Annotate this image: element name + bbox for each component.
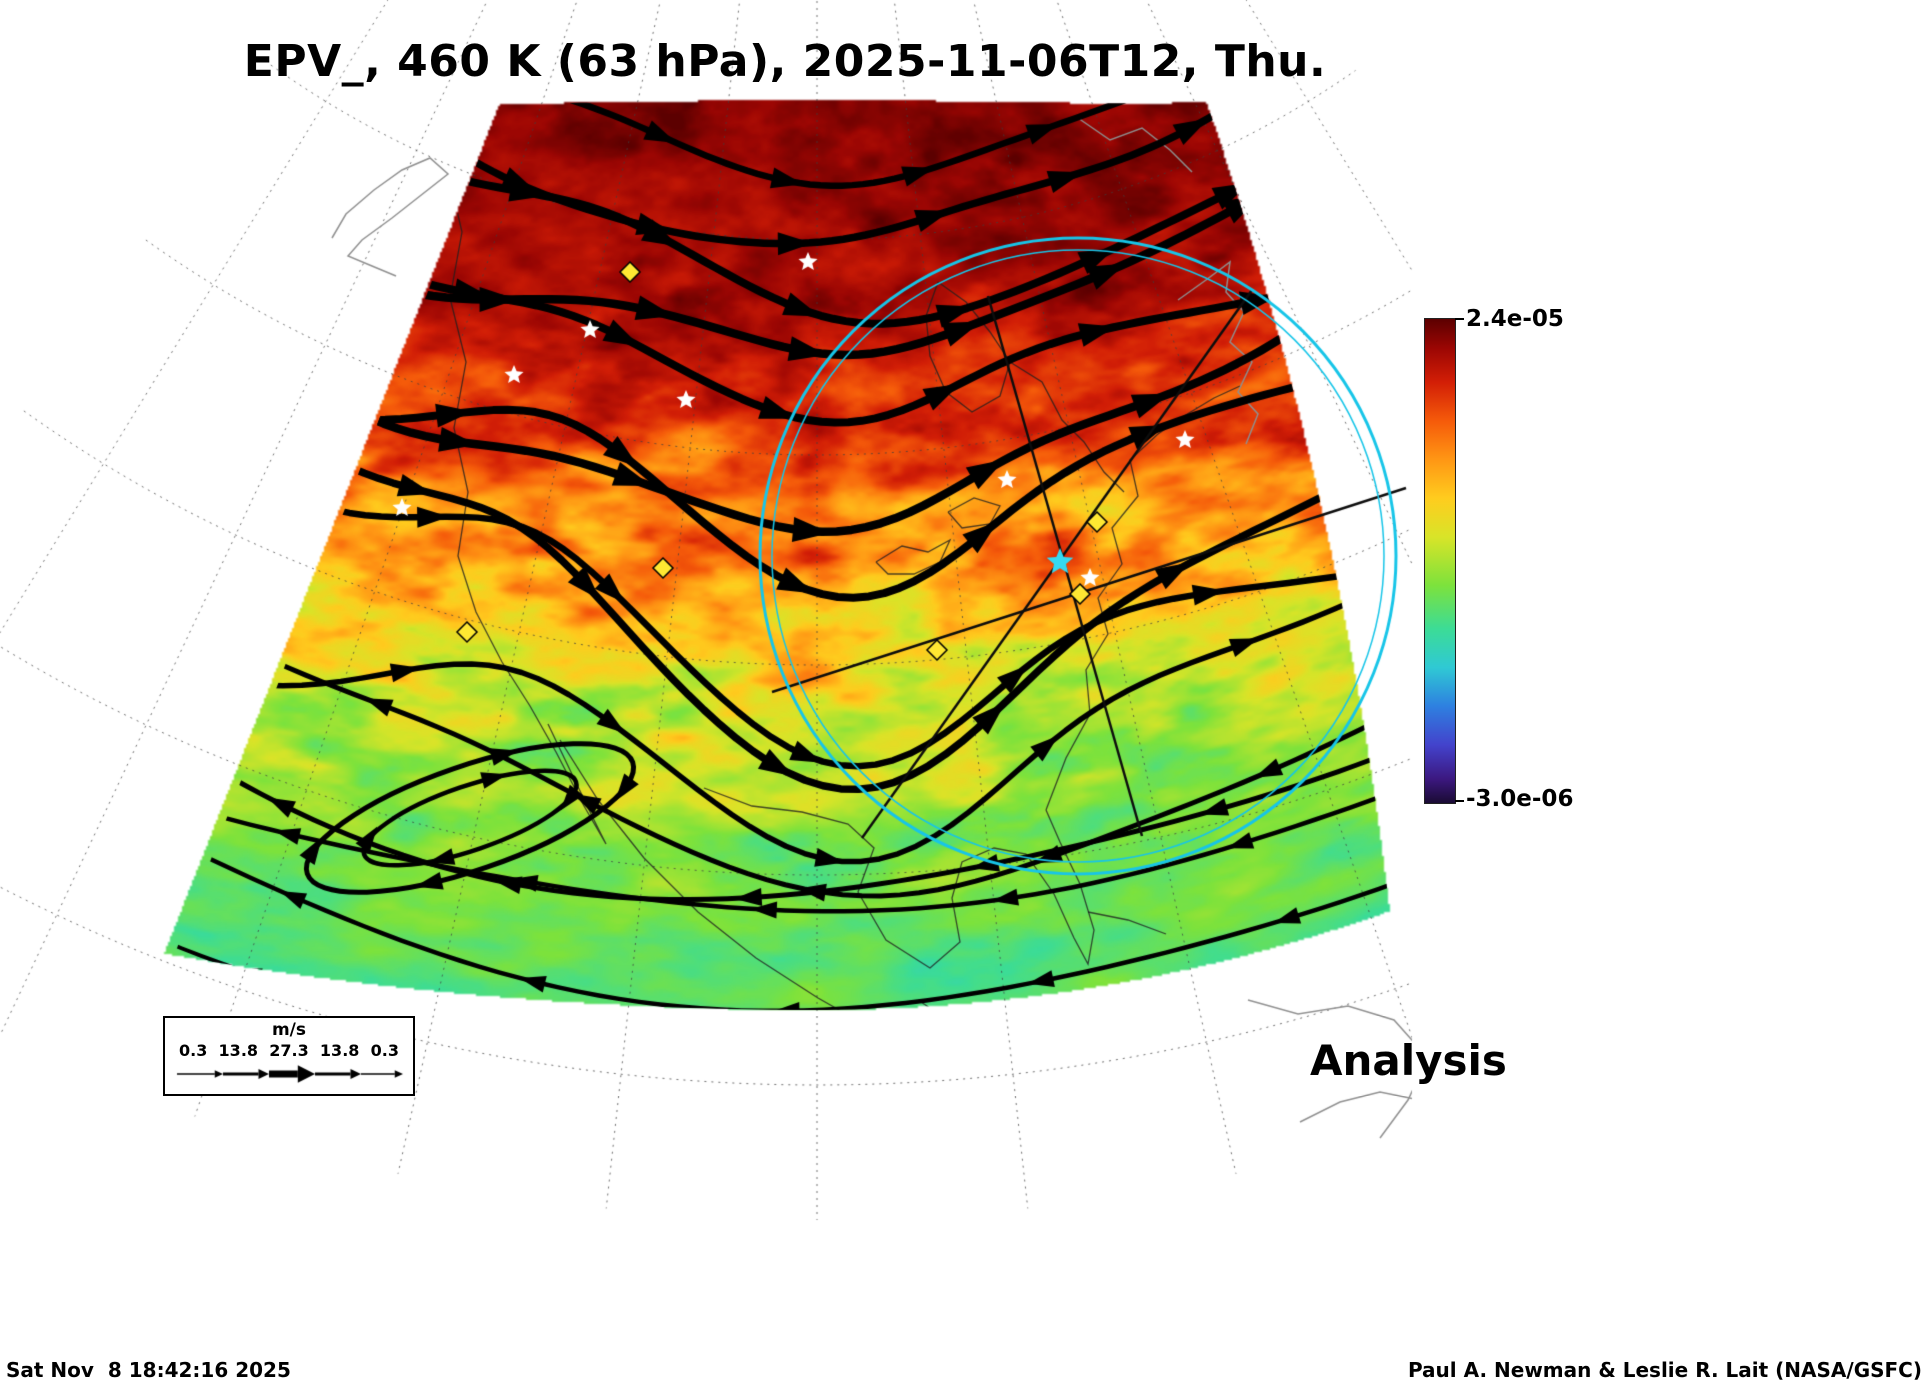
colorbar-min-label: -3.0e-06 bbox=[1466, 786, 1574, 812]
colorbar-top-tick bbox=[1455, 318, 1464, 320]
credit-line: Paul A. Newman & Leslie R. Lait (NASA/GS… bbox=[1407, 1358, 1922, 1382]
wind-legend-value: 0.3 bbox=[179, 1041, 208, 1060]
page-title: EPV_, 460 K (63 hPa), 2025-11-06T12, Thu… bbox=[243, 36, 1327, 87]
wind-legend-value: 0.3 bbox=[370, 1041, 399, 1060]
colorbar-max-label: 2.4e-05 bbox=[1466, 306, 1564, 332]
wind-legend-values: 0.3 13.8 27.3 13.8 0.3 bbox=[165, 1041, 413, 1060]
wind-arrow-scale-icon bbox=[171, 1061, 407, 1087]
colorbar bbox=[1424, 318, 1456, 804]
wind-speed-legend: m/s 0.3 13.8 27.3 13.8 0.3 bbox=[163, 1016, 415, 1096]
wind-legend-value: 13.8 bbox=[319, 1041, 360, 1060]
wind-legend-value: 13.8 bbox=[218, 1041, 259, 1060]
analysis-label: Analysis bbox=[1310, 1036, 1507, 1085]
colorbar-bottom-tick bbox=[1455, 800, 1464, 802]
wind-legend-value: 27.3 bbox=[269, 1041, 309, 1060]
generated-timestamp: Sat Nov 8 18:42:16 2025 bbox=[6, 1358, 291, 1382]
colorbar-gradient bbox=[1424, 318, 1456, 804]
wind-legend-units: m/s bbox=[271, 1020, 307, 1040]
